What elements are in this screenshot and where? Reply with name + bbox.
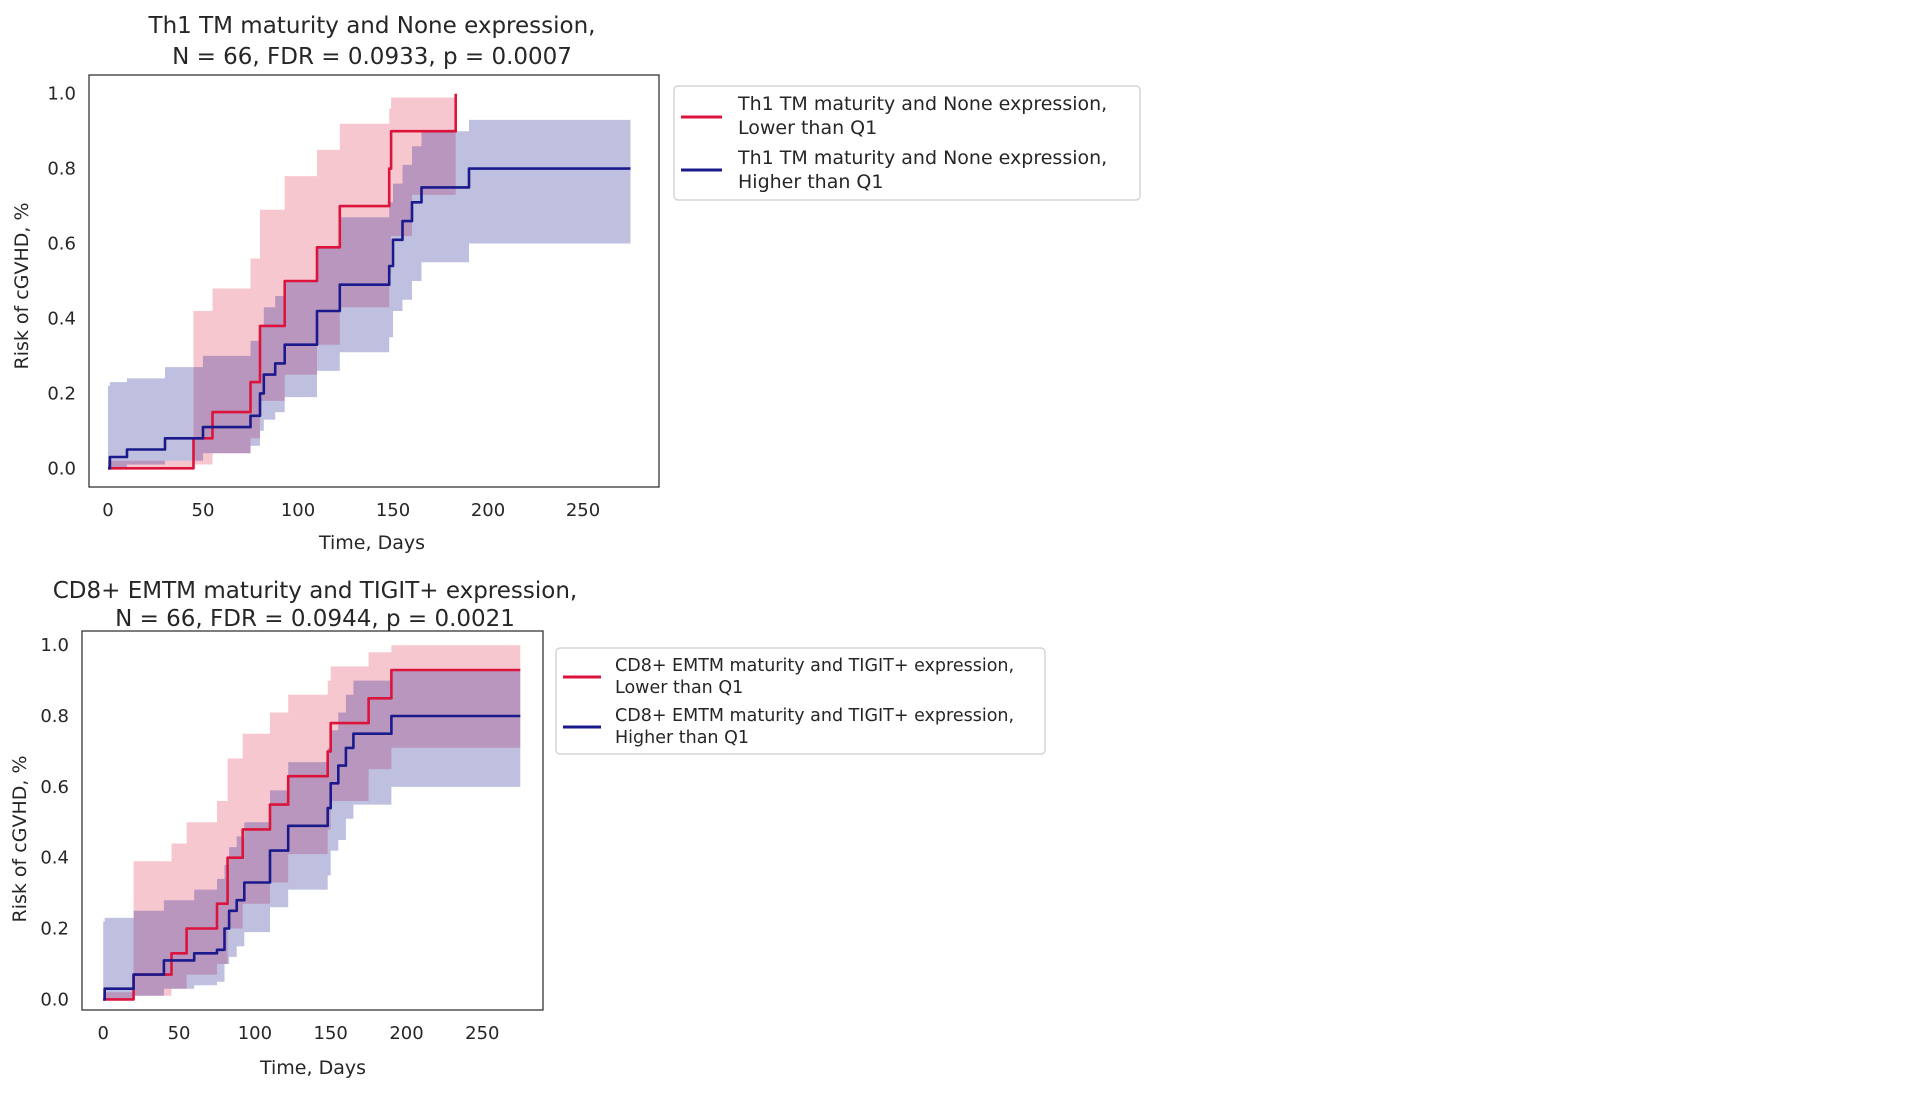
chart-th1-tm: 0 50 100 150 200 250 0.0 0.2 0.4 0.6 0.8 1.0 Th1 TM…: [11, 13, 1141, 554]
y-tick-label: 0.6: [47, 234, 76, 255]
legend-label-higher-line-1: Th1 TM maturity and None expression,: [737, 147, 1107, 169]
y-tick-label: 1.0: [40, 635, 69, 656]
confidence-band-higher: [103, 670, 521, 1000]
y-tick-label: 0.8: [40, 706, 69, 727]
x-tick-label: 50: [192, 500, 215, 521]
x-axis-label: Time, Days: [259, 1057, 366, 1079]
x-tick-label: 250: [566, 500, 600, 521]
x-tick-label: 100: [281, 500, 315, 521]
plot-area: 0 50 100 150 200 250 0.0 0.2 0.4 0.6 0.8 1.0: [47, 74, 660, 521]
legend-label-higher-line-2: Higher than Q1: [615, 728, 749, 748]
legend: CD8+ EMTM maturity and TIGIT+ expression…: [555, 647, 1046, 755]
axes-frame: [88, 74, 660, 488]
series-line-higher: [108, 167, 631, 470]
series-line-higher: [103, 714, 521, 1001]
legend-box: [555, 647, 1046, 755]
x-tick-label: 100: [238, 1023, 272, 1044]
legend-label-lower-line-2: Lower than Q1: [615, 678, 743, 698]
chart-title-line-2: N = 66, FDR = 0.0933, p = 0.0007: [172, 44, 572, 70]
confidence-band-lower: [103, 645, 521, 1000]
y-axis-label: Risk of cGVHD, %: [11, 203, 33, 370]
x-tick-label: 150: [314, 1023, 348, 1044]
x-tick-label: 150: [376, 500, 410, 521]
y-tick-label: 0.8: [47, 159, 76, 180]
legend: Th1 TM maturity and None expression, Low…: [673, 85, 1141, 201]
series-line-lower: [103, 668, 521, 1001]
x-tick-label: 0: [98, 1023, 109, 1044]
series-line-lower: [108, 93, 457, 470]
confidence-band-higher: [108, 119, 631, 469]
chart-1-canvas: 0 50 100 150 200 250 0.0 0.2 0.4 0.6 0.8 1.0 Th1 TM…: [11, 13, 1141, 554]
legend-label-higher-line-1: CD8+ EMTM maturity and TIGIT+ expression…: [615, 706, 1014, 726]
axes-frame: [81, 630, 544, 1011]
x-tick-label: 200: [471, 500, 505, 521]
y-tick-label: 0.4: [40, 848, 69, 869]
chart-cd8-emtm: 0 50 100 150 200 250 0.0 0.2 0.4 0.6 0.8 1.0 CD8+ E…: [0, 560, 1920, 1120]
legend-label-lower-line-1: CD8+ EMTM maturity and TIGIT+ expression…: [615, 656, 1014, 676]
chart-2-canvas: 0 50 100 150 200 250 0.0 0.2 0.4 0.6 0.8 1.0 CD8+ E…: [9, 578, 1046, 1079]
x-axis-label: Time, Days: [318, 532, 425, 554]
plot-area: 0 50 100 150 200 250 0.0 0.2 0.4 0.6 0.8 1.0: [40, 630, 544, 1044]
legend-label-lower-line-2: Lower than Q1: [738, 117, 877, 139]
y-tick-label: 1.0: [47, 84, 76, 105]
y-tick-label: 0.2: [40, 919, 69, 940]
y-tick-label: 0.6: [40, 777, 69, 798]
chart-title-line-1: CD8+ EMTM maturity and TIGIT+ expression…: [53, 578, 577, 604]
legend-box: [673, 85, 1141, 201]
x-tick-label: 0: [102, 500, 113, 521]
y-tick-label: 0.0: [47, 458, 76, 479]
y-axis-label: Risk of cGVHD, %: [9, 756, 31, 923]
chart-title-line-2: N = 66, FDR = 0.0944, p = 0.0021: [115, 606, 515, 632]
legend-label-higher-line-2: Higher than Q1: [738, 171, 883, 193]
chart-title-line-1: Th1 TM maturity and None expression,: [148, 13, 596, 39]
x-tick-label: 200: [389, 1023, 423, 1044]
y-tick-label: 0.2: [47, 383, 76, 404]
confidence-band-lower: [108, 93, 456, 469]
x-tick-label: 50: [168, 1023, 191, 1044]
y-tick-label: 0.0: [40, 989, 69, 1010]
legend-label-lower-line-1: Th1 TM maturity and None expression,: [737, 93, 1107, 115]
x-tick-label: 250: [465, 1023, 499, 1044]
y-tick-label: 0.4: [47, 308, 76, 329]
